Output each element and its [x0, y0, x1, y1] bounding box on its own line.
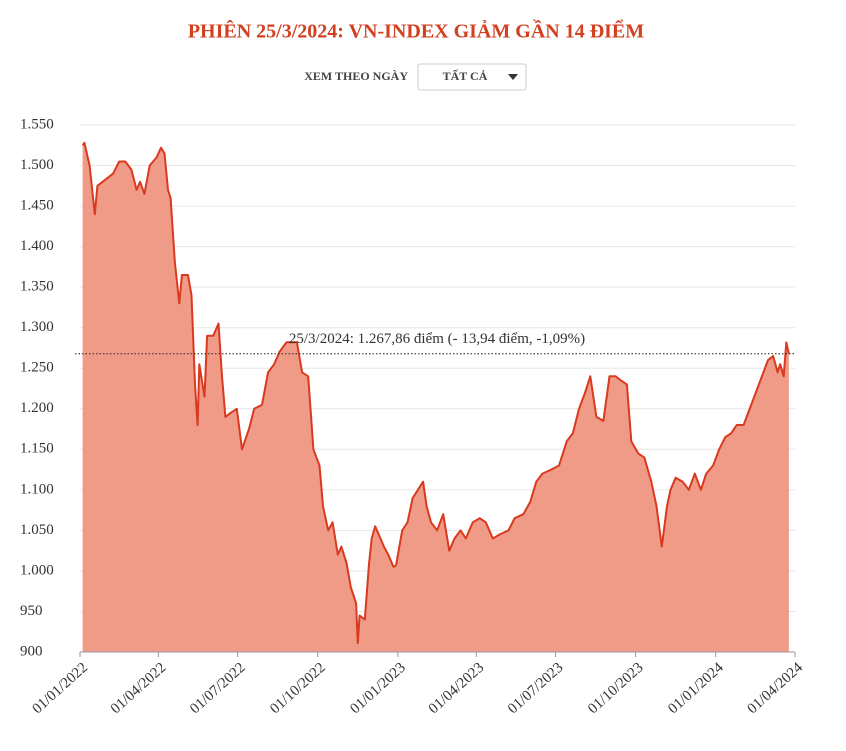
y-tick-label: 1.550	[20, 116, 54, 132]
x-tick-label: 01/10/2022	[267, 660, 328, 718]
y-tick-label: 1.050	[20, 522, 54, 538]
y-tick-label: 900	[20, 643, 43, 659]
x-tick-label: 01/10/2023	[585, 660, 646, 718]
y-tick-label: 1.300	[20, 319, 54, 335]
dropdown-value[interactable]: TẤT CẢ	[443, 68, 488, 83]
y-tick-label: 1.500	[20, 157, 54, 173]
y-tick-label: 1.100	[20, 481, 54, 497]
y-tick-label: 1.450	[20, 198, 54, 214]
y-tick-label: 1.350	[20, 279, 54, 295]
x-tick-label: 01/04/2024	[744, 659, 806, 717]
chart-title: PHIÊN 25/3/2024: VN-INDEX GIẢM GẦN 14 ĐI…	[188, 19, 644, 43]
area	[82, 142, 789, 653]
x-tick-label: 01/07/2022	[187, 660, 248, 718]
dropdown[interactable]: TẤT CẢ	[417, 63, 527, 91]
control-label: XEM THEO NGÀY	[304, 69, 408, 83]
y-tick-label: 1.200	[20, 400, 54, 416]
x-tick-label: 01/01/2023	[347, 660, 408, 718]
y-tick-label: 950	[20, 603, 43, 619]
y-tick-label: 1.250	[20, 360, 54, 376]
y-tick-label: 1.400	[20, 238, 54, 254]
x-tick-label: 01/07/2023	[505, 660, 566, 718]
annotation: 25/3/2024: 1.267,86 điểm (- 13,94 điểm, …	[289, 331, 585, 347]
y-tick-label: 1.150	[20, 441, 54, 457]
x-tick-label: 01/01/2022	[29, 660, 90, 718]
x-tick-label: 01/01/2024	[665, 659, 727, 717]
dropdown-arrow[interactable]	[508, 74, 518, 80]
dropdown-box[interactable]	[417, 63, 527, 91]
line	[81, 141, 790, 645]
x-tick-label: 01/04/2022	[108, 660, 169, 718]
x-tick-label: 01/04/2023	[426, 660, 487, 718]
y-tick-label: 1.000	[20, 562, 54, 578]
